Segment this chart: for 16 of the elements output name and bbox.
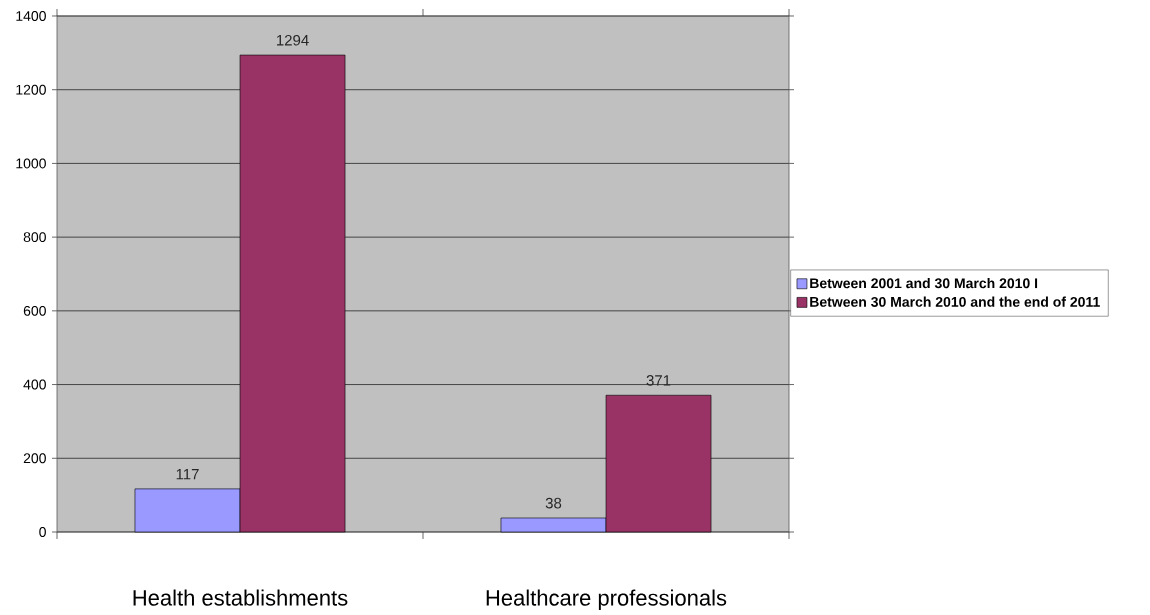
data-label: 371	[646, 375, 671, 386]
x-tick-label: Healthcare professionals	[486, 589, 727, 611]
y-tick-label: 1000	[16, 158, 46, 169]
y-tick-label: 400	[23, 379, 46, 390]
legend-label: Between 2001 and 30 March 2010 I	[810, 277, 1038, 289]
data-label: 38	[545, 497, 562, 509]
y-tick-label: 0	[39, 527, 46, 537]
x-tick-label: Health establishments	[133, 589, 348, 606]
y-tick-label: 600	[23, 305, 46, 316]
y-tick-label: 1200	[16, 84, 46, 95]
legend-label: Between 30 March 2010 and the end of 2011	[810, 296, 1100, 307]
y-tick-label: 800	[23, 232, 46, 243]
data-label: 1294	[276, 34, 309, 46]
y-tick-label: 1400	[16, 11, 46, 21]
y-tick-label: 200	[23, 453, 46, 464]
data-label: 117	[176, 469, 199, 480]
